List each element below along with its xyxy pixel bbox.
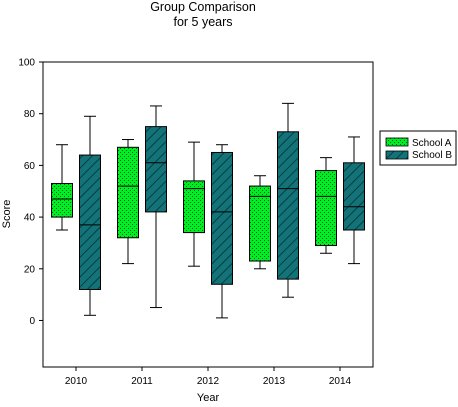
x-axis: 2010 2011 2012 2013 2014 xyxy=(65,367,352,387)
box-school-a-2013 xyxy=(249,175,271,270)
iqr-box-school-a-2010 xyxy=(51,182,73,218)
iqr-box-school-b-2014 xyxy=(343,162,365,231)
legend-label-school-b: School B xyxy=(412,150,452,161)
legend-label-school-a: School A xyxy=(412,138,452,149)
x-tick-label-2013: 2013 xyxy=(263,376,286,387)
x-tick-label-2011: 2011 xyxy=(131,376,153,387)
iqr-box-school-a-2014 xyxy=(315,170,337,247)
box-school-b-2013 xyxy=(277,102,299,298)
iqr-box-school-a-2011 xyxy=(117,146,139,239)
chart-title-line-2: for 5 years xyxy=(173,15,232,29)
legend: School A School B xyxy=(379,130,457,166)
iqr-box-school-a-2012 xyxy=(183,180,205,234)
box-school-b-2014 xyxy=(343,136,365,265)
iqr-box-school-b-2012 xyxy=(211,151,233,285)
y-axis: 0 20 40 60 80 100 xyxy=(18,58,43,327)
box-school-b-2011 xyxy=(145,105,167,309)
x-tick-label-2012: 2012 xyxy=(197,376,220,387)
legend-swatch-school-a xyxy=(385,137,409,147)
iqr-box-school-b-2013 xyxy=(277,131,299,280)
y-tick-label-0: 0 xyxy=(29,316,35,327)
y-tick-label-60: 60 xyxy=(24,161,36,172)
iqr-box-school-a-2013 xyxy=(249,185,271,262)
chart-title-line-1: Group Comparison xyxy=(150,0,256,14)
box-series-group xyxy=(51,102,365,319)
y-tick-label-40: 40 xyxy=(24,213,36,224)
legend-swatch-school-b xyxy=(385,150,409,160)
box-school-b-2012 xyxy=(211,144,233,319)
y-axis-label: Score xyxy=(1,200,13,229)
box-school-a-2014 xyxy=(315,157,337,254)
iqr-box-school-b-2011 xyxy=(145,126,167,213)
box-school-a-2012 xyxy=(183,141,205,267)
y-tick-label-20: 20 xyxy=(24,264,36,275)
iqr-box-school-b-2010 xyxy=(79,154,101,290)
x-axis-label: Year xyxy=(197,392,220,402)
x-tick-label-2014: 2014 xyxy=(329,376,352,387)
y-tick-label-80: 80 xyxy=(24,109,36,120)
box-school-a-2010 xyxy=(51,144,73,231)
x-tick-label-2010: 2010 xyxy=(65,376,88,387)
box-school-b-2010 xyxy=(79,115,101,316)
box-school-a-2011 xyxy=(117,139,139,265)
y-tick-label-100: 100 xyxy=(18,58,35,69)
